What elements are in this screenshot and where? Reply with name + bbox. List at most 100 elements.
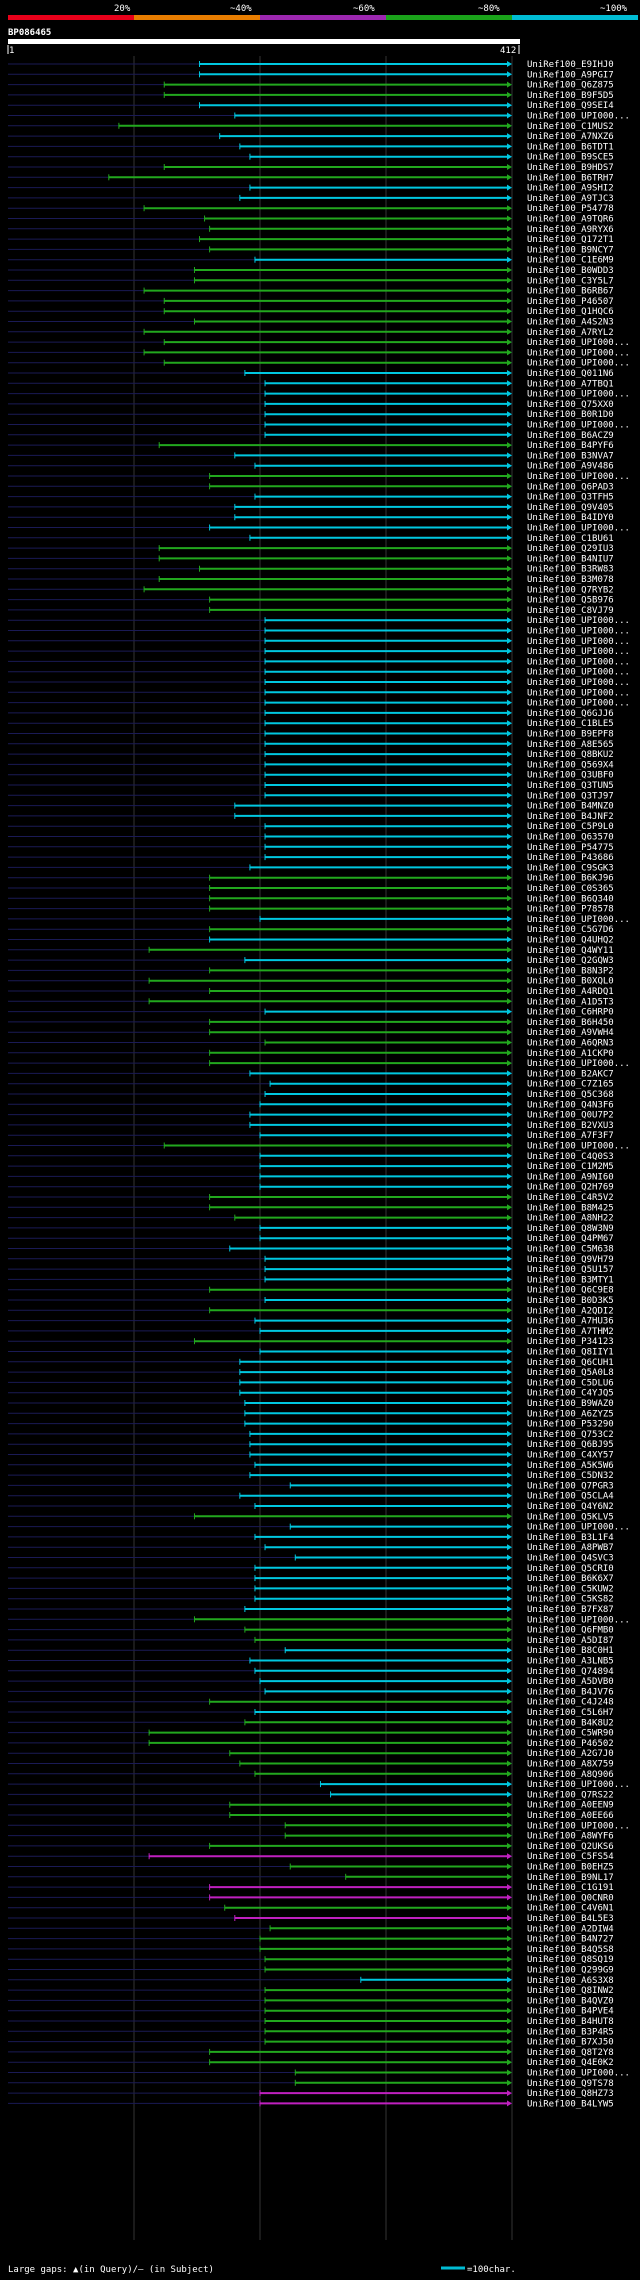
hit-label-link[interactable]: UniRef100_B3MTY1: [527, 1275, 614, 1285]
hit-label-link[interactable]: UniRef100_UPI000...: [527, 678, 630, 688]
hit-label-link[interactable]: UniRef100_Q6GJJ6: [527, 709, 614, 719]
hit-label-link[interactable]: UniRef100_B6Q340: [527, 894, 614, 904]
hit-label-link[interactable]: UniRef100_Q2H769: [527, 1183, 614, 1193]
hit-label-link[interactable]: UniRef100_A9TQR6: [527, 215, 614, 225]
hit-label-link[interactable]: UniRef100_E9IHJ0: [527, 60, 614, 70]
hit-label-link[interactable]: UniRef100_Q74894: [527, 1667, 614, 1677]
hit-label-link[interactable]: UniRef100_A7THM2: [527, 1327, 614, 1337]
hit-label-link[interactable]: UniRef100_B9NL17: [527, 1873, 614, 1883]
hit-label-link[interactable]: UniRef100_A9PGI7: [527, 70, 614, 80]
hit-label-link[interactable]: UniRef100_A9NI60: [527, 1172, 614, 1182]
hit-label-link[interactable]: UniRef100_A9RYX6: [527, 225, 614, 235]
hit-label-link[interactable]: UniRef100_C5KS82: [527, 1595, 614, 1605]
hit-label-link[interactable]: UniRef100_C5KUW2: [527, 1584, 614, 1594]
hit-label-link[interactable]: UniRef100_C7Z165: [527, 1080, 614, 1090]
hit-label-link[interactable]: UniRef100_B6KJ96: [527, 874, 614, 884]
hit-label-link[interactable]: UniRef100_Q5C368: [527, 1090, 614, 1100]
hit-label-link[interactable]: UniRef100_A1D5T3: [527, 997, 614, 1007]
hit-label-link[interactable]: UniRef100_B4QVZ0: [527, 1996, 614, 2006]
hit-label-link[interactable]: UniRef100_C1BU61: [527, 534, 614, 544]
hit-label-link[interactable]: UniRef100_UPI000...: [527, 2069, 630, 2079]
hit-label-link[interactable]: UniRef100_Q7RYB2: [527, 585, 614, 595]
hit-label-link[interactable]: UniRef100_B6ACZ9: [527, 431, 614, 441]
hit-label-link[interactable]: UniRef100_UPI000...: [527, 688, 630, 698]
hit-label-link[interactable]: UniRef100_B4K8U2: [527, 1718, 614, 1728]
hit-label-link[interactable]: UniRef100_B9NCY7: [527, 245, 614, 255]
hit-label-link[interactable]: UniRef100_Q5CLA4: [527, 1492, 614, 1502]
hit-label-link[interactable]: UniRef100_B0XQL0: [527, 977, 614, 987]
hit-label-link[interactable]: UniRef100_UPI000...: [527, 1780, 630, 1790]
hit-label-link[interactable]: UniRef100_A2DIW4: [527, 1924, 614, 1934]
hit-label-link[interactable]: UniRef100_P34123: [527, 1337, 614, 1347]
hit-label-link[interactable]: UniRef100_C4Q0S3: [527, 1152, 614, 1162]
hit-label-link[interactable]: UniRef100_Q4SVC3: [527, 1554, 614, 1564]
hit-label-link[interactable]: UniRef100_C1G191: [527, 1883, 614, 1893]
hit-label-link[interactable]: UniRef100_B4N727: [527, 1935, 614, 1945]
hit-label-link[interactable]: UniRef100_UPI000...: [527, 472, 630, 482]
hit-label-link[interactable]: UniRef100_B7FX87: [527, 1605, 614, 1615]
hit-label-link[interactable]: UniRef100_C5L6H7: [527, 1708, 614, 1718]
hit-label-link[interactable]: UniRef100_B8M425: [527, 1203, 614, 1213]
hit-label-link[interactable]: UniRef100_Q8INW2: [527, 1986, 614, 1996]
hit-label-link[interactable]: UniRef100_B9SCE5: [527, 153, 614, 163]
hit-label-link[interactable]: UniRef100_B6K6X7: [527, 1574, 614, 1584]
hit-label-link[interactable]: UniRef100_B8N3P2: [527, 966, 614, 976]
hit-label-link[interactable]: UniRef100_C5WR90: [527, 1729, 614, 1739]
hit-label-link[interactable]: UniRef100_B0WDD3: [527, 266, 614, 276]
hit-label-link[interactable]: UniRef100_C1MUS2: [527, 122, 614, 132]
hit-label-link[interactable]: UniRef100_A5K5W6: [527, 1461, 614, 1471]
hit-label-link[interactable]: UniRef100_Q6PAD3: [527, 482, 614, 492]
hit-label-link[interactable]: UniRef100_A8E565: [527, 740, 614, 750]
hit-label-link[interactable]: UniRef100_Q63570: [527, 833, 614, 843]
hit-label-link[interactable]: UniRef100_B3L1F4: [527, 1533, 614, 1543]
hit-label-link[interactable]: UniRef100_UPI000...: [527, 1523, 630, 1533]
hit-label-link[interactable]: UniRef100_Q4N3F6: [527, 1100, 614, 1110]
hit-label-link[interactable]: UniRef100_Q4WY11: [527, 946, 614, 956]
hit-label-link[interactable]: UniRef100_Q7RS22: [527, 1790, 614, 1800]
hit-label-link[interactable]: UniRef100_B4PYF6: [527, 441, 614, 451]
hit-label-link[interactable]: UniRef100_Q8W3N9: [527, 1224, 614, 1234]
hit-label-link[interactable]: UniRef100_A9VWH4: [527, 1028, 614, 1038]
hit-label-link[interactable]: UniRef100_Q6Z875: [527, 81, 614, 91]
hit-label-link[interactable]: UniRef100_Q9TS78: [527, 2079, 614, 2089]
hit-label-link[interactable]: UniRef100_A9SHI2: [527, 184, 614, 194]
hit-label-link[interactable]: UniRef100_A7RYL2: [527, 328, 614, 338]
hit-label-link[interactable]: UniRef100_Q8HZ73: [527, 2089, 614, 2099]
hit-label-link[interactable]: UniRef100_B4JV76: [527, 1687, 614, 1697]
hit-label-link[interactable]: UniRef100_B0R1D0: [527, 410, 614, 420]
hit-label-link[interactable]: UniRef100_Q4Y6N2: [527, 1502, 614, 1512]
hit-label-link[interactable]: UniRef100_C4XY57: [527, 1451, 614, 1461]
hit-label-link[interactable]: UniRef100_UPI000...: [527, 359, 630, 369]
hit-label-link[interactable]: UniRef100_B4LYW5: [527, 2099, 614, 2109]
hit-label-link[interactable]: UniRef100_A6ZYZ5: [527, 1409, 614, 1419]
hit-label-link[interactable]: UniRef100_A9V486: [527, 462, 614, 472]
hit-label-link[interactable]: UniRef100_UPI000...: [527, 647, 630, 657]
hit-label-link[interactable]: UniRef100_Q1HQC6: [527, 307, 614, 317]
hit-label-link[interactable]: UniRef100_Q8T2Y8: [527, 2048, 614, 2058]
hit-label-link[interactable]: UniRef100_C4J248: [527, 1698, 614, 1708]
hit-label-link[interactable]: UniRef100_A8NH22: [527, 1214, 614, 1224]
hit-label-link[interactable]: UniRef100_C9SGK3: [527, 863, 614, 873]
hit-label-link[interactable]: UniRef100_B6RB67: [527, 287, 614, 297]
hit-label-link[interactable]: UniRef100_C5M638: [527, 1245, 614, 1255]
hit-label-link[interactable]: UniRef100_B9WAZ0: [527, 1399, 614, 1409]
hit-label-link[interactable]: UniRef100_Q3UBF0: [527, 771, 614, 781]
hit-label-link[interactable]: UniRef100_B2AKC7: [527, 1069, 614, 1079]
hit-label-link[interactable]: UniRef100_UPI000...: [527, 1142, 630, 1152]
hit-label-link[interactable]: UniRef100_Q7PGR3: [527, 1481, 614, 1491]
hit-label-link[interactable]: UniRef100_B0EHZ5: [527, 1863, 614, 1873]
hit-label-link[interactable]: UniRef100_B4HUT8: [527, 2017, 614, 2027]
hit-label-link[interactable]: UniRef100_Q5KLV5: [527, 1512, 614, 1522]
hit-label-link[interactable]: UniRef100_B4PVE4: [527, 2007, 614, 2017]
hit-label-link[interactable]: UniRef100_A1CKP0: [527, 1049, 614, 1059]
hit-label-link[interactable]: UniRef100_Q5A0L8: [527, 1368, 614, 1378]
hit-label-link[interactable]: UniRef100_A8WYF6: [527, 1832, 614, 1842]
hit-label-link[interactable]: UniRef100_Q753C2: [527, 1430, 614, 1440]
hit-label-link[interactable]: UniRef100_C8VJ79: [527, 606, 614, 616]
hit-label-link[interactable]: UniRef100_C1BLE5: [527, 719, 614, 729]
hit-label-link[interactable]: UniRef100_A7TBQ1: [527, 379, 614, 389]
hit-label-link[interactable]: UniRef100_Q5U157: [527, 1265, 614, 1275]
hit-label-link[interactable]: UniRef100_UPI000...: [527, 1059, 630, 1069]
hit-label-link[interactable]: UniRef100_Q6FMB0: [527, 1626, 614, 1636]
hit-label-link[interactable]: UniRef100_A3LNB5: [527, 1657, 614, 1667]
